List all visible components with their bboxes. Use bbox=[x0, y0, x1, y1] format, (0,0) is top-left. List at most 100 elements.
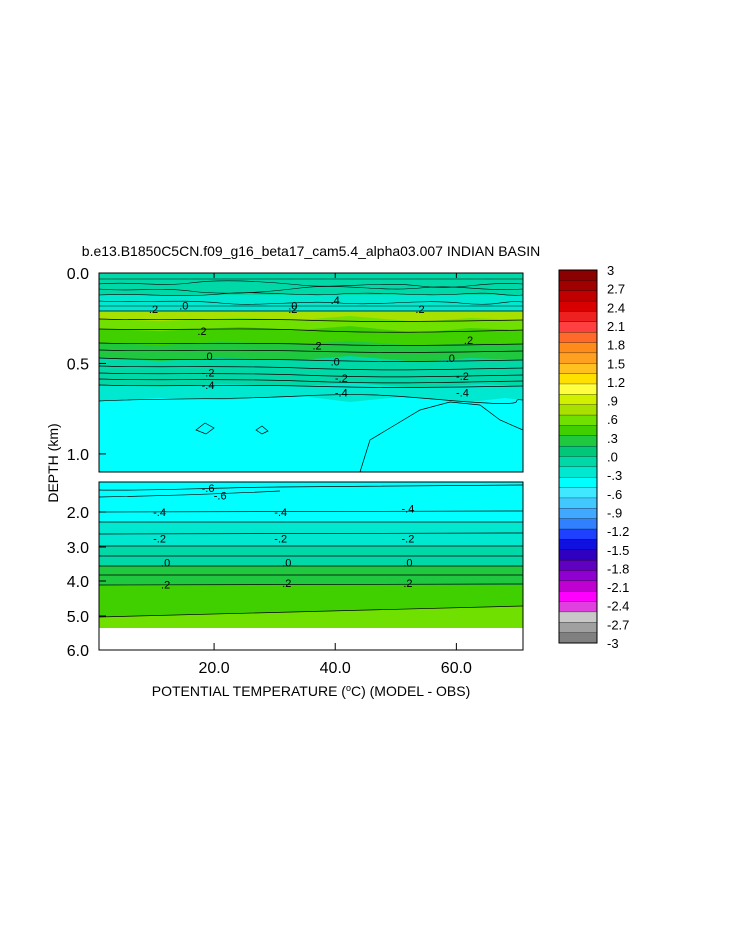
lower-panel bbox=[99, 482, 523, 650]
colorbar-label-10: .0 bbox=[607, 450, 618, 465]
colorbar-label-8: .6 bbox=[607, 412, 618, 427]
contour-label-9: .0 bbox=[203, 351, 212, 363]
colorbar-label-4: 1.8 bbox=[607, 338, 625, 353]
colorbar-swatch-6 bbox=[558, 332, 598, 343]
x-tick-label-2: 60.0 bbox=[441, 660, 472, 677]
colorbar-swatch-15 bbox=[558, 425, 598, 437]
colorbar-label-20: -3 bbox=[607, 636, 619, 651]
colorbar-swatch-13 bbox=[558, 404, 598, 416]
colorbar-swatch-8 bbox=[558, 352, 598, 364]
colorbar-label-6: 1.2 bbox=[607, 375, 625, 390]
colorbar-swatch-0 bbox=[558, 269, 598, 281]
colorbar-label-9: .3 bbox=[607, 431, 618, 446]
colorbar-swatch-14 bbox=[558, 414, 598, 426]
x-tick-label-0: 20.0 bbox=[199, 660, 230, 677]
colorbar-swatch-4 bbox=[558, 311, 598, 323]
contour-label-26: .0 bbox=[161, 557, 170, 569]
contour-label-6: .2 bbox=[197, 326, 206, 338]
colorbar-swatch-1 bbox=[558, 280, 598, 292]
contour-label-27: .0 bbox=[282, 557, 291, 569]
upper-panel-frame bbox=[98, 272, 524, 473]
colorbar-swatch-20 bbox=[558, 477, 598, 489]
lower-y-tick-label-2: 4.0 bbox=[67, 574, 89, 591]
lower-y-tick-label-1: 3.0 bbox=[67, 540, 89, 557]
colorbar-label-15: -1.5 bbox=[607, 543, 629, 558]
axes: 0.0 0.5 1.0 2.0 3.0 4.0 5.0 6.0 20.0 40.0 60.0 bbox=[67, 266, 472, 677]
colorbar-label-12: -.6 bbox=[607, 487, 622, 502]
colorbar-swatch-28 bbox=[558, 559, 598, 571]
colorbar-swatch-25 bbox=[558, 528, 598, 540]
contour-label-29: .2 bbox=[161, 580, 170, 592]
colorbar-label-5: 1.5 bbox=[607, 356, 625, 371]
contour-label-5: .2 bbox=[415, 304, 424, 316]
colorbar-swatch-22 bbox=[558, 497, 598, 509]
colorbar-swatch-3 bbox=[558, 300, 598, 312]
contour-label-12: -.2 bbox=[202, 368, 215, 380]
colorbar-label-14: -1.2 bbox=[607, 524, 629, 539]
colorbar-label-2: 2.4 bbox=[607, 300, 625, 315]
x-axis-label: POTENTIAL TEMPERATURE (oC) (MODEL - OBS) bbox=[152, 683, 471, 699]
colorbar-label-13: -.9 bbox=[607, 505, 622, 520]
contour-label-14: -.2 bbox=[456, 371, 469, 383]
x-tick-label-1: 40.0 bbox=[320, 660, 351, 677]
colorbar-swatch-17 bbox=[558, 445, 598, 457]
contour-label-17: -.4 bbox=[456, 387, 469, 399]
x-axis-label-rest: C) (MODEL - OBS) bbox=[351, 683, 470, 699]
colorbar-swatch-27 bbox=[558, 549, 598, 561]
upper-y-tick-label-1: 0.5 bbox=[67, 356, 89, 373]
contour-label-4: .4 bbox=[331, 295, 340, 307]
contour-label-18: -.6 bbox=[202, 483, 215, 495]
colorbar-swatch-2 bbox=[558, 290, 598, 302]
contour-label-16: -.4 bbox=[335, 387, 348, 399]
colorbar-label-16: -1.8 bbox=[607, 561, 629, 576]
colorbar-label-3: 2.1 bbox=[607, 319, 625, 334]
x-axis-label-sup: o bbox=[346, 683, 351, 693]
colorbar-swatch-18 bbox=[558, 456, 598, 468]
lower-panel-frame bbox=[98, 481, 524, 651]
contour-label-22: -.4 bbox=[401, 504, 414, 516]
contour-label-0: .2 bbox=[149, 304, 158, 316]
colorbar-label-0: 3 bbox=[607, 263, 614, 278]
colorbar-swatch-23 bbox=[558, 508, 598, 520]
contour-label-3: .0 bbox=[288, 301, 297, 313]
colorbar-label-11: -.3 bbox=[607, 468, 622, 483]
x-axis-label-main: POTENTIAL TEMPERATURE ( bbox=[152, 683, 347, 699]
colorbar-swatch-12 bbox=[558, 394, 598, 406]
colorbar-swatch-10 bbox=[558, 373, 598, 385]
contour-label-10: .0 bbox=[331, 357, 340, 369]
contour-label-23: -.2 bbox=[153, 533, 166, 545]
contour-label-19: -.6 bbox=[214, 490, 227, 502]
upper-lower-cyan-blob bbox=[360, 402, 523, 472]
lower-band-05 bbox=[99, 606, 523, 628]
colorbar-swatch-9 bbox=[558, 363, 598, 375]
contour-label-8: .2 bbox=[464, 335, 473, 347]
colorbar-label-7: .9 bbox=[607, 394, 618, 409]
colorbar-swatch-29 bbox=[558, 570, 598, 582]
lower-y-tick-label-3: 5.0 bbox=[67, 609, 89, 626]
lower-contour-lines bbox=[99, 484, 523, 618]
contour-label-24: -.2 bbox=[274, 533, 287, 545]
lower-y-tick-label-0: 2.0 bbox=[67, 505, 89, 522]
colorbar: 3 2.7 2.4 2.1 1.8 1.5 1.2 .9 .6 .3 .0 -.3 -.6 -.9 -1.2… bbox=[558, 263, 629, 651]
colorbar-label-1: 2.7 bbox=[607, 282, 625, 297]
contour-label-21: -.4 bbox=[274, 507, 287, 519]
upper-y-tick-label-2: 1.0 bbox=[67, 447, 89, 464]
colorbar-swatch-30 bbox=[558, 580, 598, 592]
upper-surface-band-2 bbox=[99, 273, 523, 295]
contour-label-11: .0 bbox=[446, 353, 455, 365]
chart-title: b.e13.B1850C5CN.f09_g16_beta17_cam5.4_al… bbox=[82, 243, 540, 259]
contour-label-15: -.4 bbox=[202, 380, 215, 392]
contour-label-2: .2 bbox=[288, 304, 297, 316]
upper-y-tick-label-0: 0.0 bbox=[67, 266, 89, 283]
upper-surface-noise bbox=[99, 278, 523, 307]
contour-labels: .2.0.2.0.4.2.2.2.2.0.0.0-.2 -.2 -.2-.4-.4-… bbox=[149, 295, 473, 591]
colorbar-swatch-34 bbox=[558, 622, 598, 634]
colorbar-swatch-5 bbox=[558, 321, 598, 333]
colorbar-label-19: -2.7 bbox=[607, 617, 629, 632]
contour-label-20: -.4 bbox=[153, 507, 166, 519]
upper-panel bbox=[99, 273, 523, 472]
colorbar-swatch-11 bbox=[558, 383, 598, 395]
contour-label-13: -.2 bbox=[335, 373, 348, 385]
colorbar-swatch-31 bbox=[558, 591, 598, 603]
